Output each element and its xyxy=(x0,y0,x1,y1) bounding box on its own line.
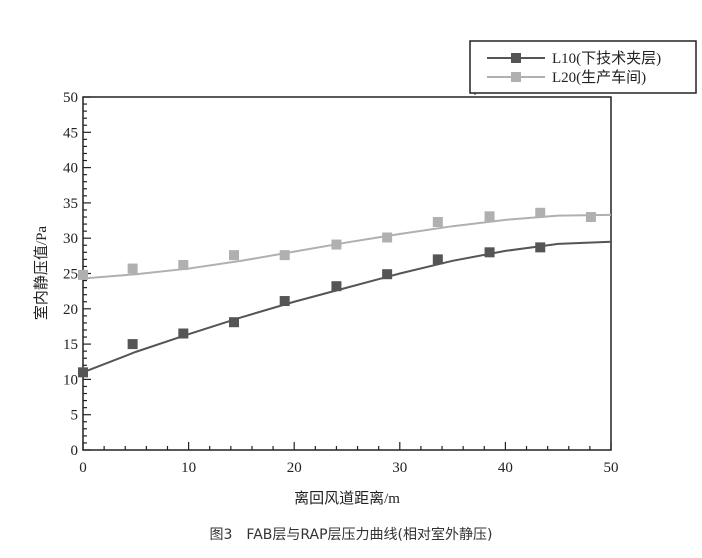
x-tick-label: 0 xyxy=(79,460,87,476)
x-axis-label: 离回风道距离/m xyxy=(294,490,400,507)
legend-label-2: L20(生产车间) xyxy=(552,69,646,86)
x-tick-label: 20 xyxy=(287,460,302,476)
y-tick-label: 25 xyxy=(63,267,78,283)
legend-marker-2 xyxy=(511,72,521,82)
data-point-1 xyxy=(229,317,240,328)
data-point-1 xyxy=(331,281,342,292)
y-tick-label: 10 xyxy=(63,372,78,388)
y-tick-label: 40 xyxy=(63,161,78,177)
data-point-2 xyxy=(535,207,546,218)
data-point-1 xyxy=(127,339,138,350)
data-point-1 xyxy=(484,247,495,258)
y-tick-label: 45 xyxy=(63,125,78,141)
data-point-1 xyxy=(78,367,88,378)
data-point-2 xyxy=(279,250,290,261)
y-axis-label: 室内静压值/Pa xyxy=(33,226,50,321)
data-point-2 xyxy=(432,216,443,227)
fit-line-2 xyxy=(82,213,612,280)
y-tick-label: 15 xyxy=(63,337,78,353)
data-point-1 xyxy=(382,269,393,280)
data-point-2 xyxy=(229,250,240,261)
data-point-2 xyxy=(331,239,342,250)
data-point-2 xyxy=(127,263,138,274)
data-point-1 xyxy=(535,242,546,253)
x-tick-label: 10 xyxy=(181,460,196,476)
y-tick-label: 5 xyxy=(71,408,79,424)
data-point-1 xyxy=(178,328,189,339)
data-point-1 xyxy=(432,254,443,265)
plot-frame xyxy=(82,96,612,451)
y-tick-label: 50 xyxy=(63,90,78,106)
legend-label-1: L10(下技术夹层) xyxy=(552,50,661,67)
y-tick-label: 0 xyxy=(71,443,79,459)
x-tick-label: 40 xyxy=(498,460,513,476)
data-point-2 xyxy=(78,269,88,280)
data-point-2 xyxy=(178,260,189,271)
data-point-2 xyxy=(484,211,495,222)
x-tick-label: 30 xyxy=(392,460,407,476)
y-tick-label: 35 xyxy=(63,196,78,212)
y-tick-label: 20 xyxy=(63,302,78,318)
x-tick-label: 50 xyxy=(604,460,619,476)
data-point-2 xyxy=(585,212,596,223)
legend-marker-1 xyxy=(511,53,521,63)
figure-caption: 图3 FAB层与RAP层压力曲线(相对室外静压) xyxy=(209,527,493,543)
legend-box xyxy=(469,40,697,94)
data-point-2 xyxy=(382,232,393,243)
fit-line-1 xyxy=(82,240,612,374)
y-tick-label: 30 xyxy=(63,231,78,247)
data-point-1 xyxy=(279,296,290,307)
